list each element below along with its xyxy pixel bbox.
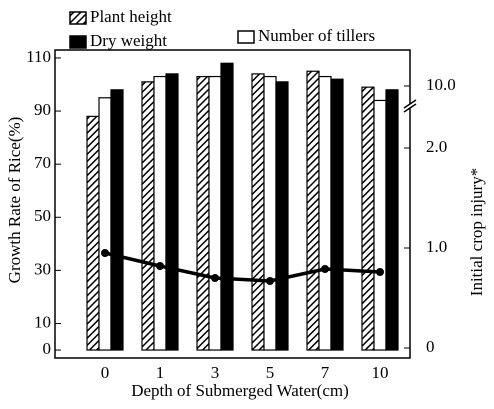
x-tick-label: 3 xyxy=(211,363,220,382)
legend-swatch xyxy=(237,30,255,44)
x-axis-label: Depth of Submerged Water(cm) xyxy=(131,381,349,400)
axis-break-mark xyxy=(403,103,417,113)
legend-label: Number of tillers xyxy=(258,26,375,45)
bar xyxy=(318,75,332,351)
legend-swatch xyxy=(69,11,87,25)
axis-break xyxy=(406,104,414,108)
legend-label: Plant height xyxy=(90,7,172,26)
injury-point xyxy=(376,268,384,276)
x-tick-label: 5 xyxy=(266,363,275,382)
injury-point xyxy=(211,274,219,282)
injury-point xyxy=(101,249,109,257)
y-tick-label: 70 xyxy=(34,153,51,172)
x-tick-label: 1 xyxy=(156,363,165,382)
bar xyxy=(196,75,210,351)
y2-tick-label: 10.0 xyxy=(426,75,456,94)
bar xyxy=(251,73,265,351)
x-tick-label: 10 xyxy=(372,363,389,382)
injury-point xyxy=(156,262,164,270)
legend-label: Dry weight xyxy=(90,31,167,50)
bar xyxy=(361,86,375,351)
axis-break-mark xyxy=(403,99,417,109)
y-tick-label: 110 xyxy=(26,47,51,66)
bar xyxy=(373,99,387,351)
x-tick-label: 0 xyxy=(101,363,110,382)
injury-point xyxy=(266,277,274,285)
y-tick-label: 30 xyxy=(34,259,51,278)
bar xyxy=(153,75,167,351)
y2-axis-label: Initial crop injury* xyxy=(467,168,486,296)
bar xyxy=(385,89,399,351)
bar xyxy=(330,78,344,351)
bar xyxy=(306,70,320,351)
bar xyxy=(220,62,234,351)
x-tick-label: 7 xyxy=(321,363,330,382)
y-axis-label: Growth Rate of Rice(%) xyxy=(5,117,24,284)
y2-tick-label: 0 xyxy=(426,337,435,356)
bar xyxy=(141,81,155,351)
bar xyxy=(98,97,112,351)
bar xyxy=(165,73,179,351)
injury-line xyxy=(104,251,381,283)
injury-point xyxy=(321,265,329,273)
y2-tick-label: 2.0 xyxy=(426,137,447,156)
y2-tick-label: 1.0 xyxy=(426,237,447,256)
y-tick-label: 10 xyxy=(34,312,51,331)
bar xyxy=(275,81,289,351)
plot-frame xyxy=(54,49,411,359)
y-tick-label: 0 xyxy=(43,339,52,358)
legend-swatch xyxy=(69,35,87,49)
y-tick-label: 90 xyxy=(34,100,51,119)
bar xyxy=(86,115,100,351)
bar xyxy=(110,89,124,351)
bar xyxy=(263,75,277,351)
bar xyxy=(208,75,222,351)
y-tick-label: 50 xyxy=(34,206,51,225)
